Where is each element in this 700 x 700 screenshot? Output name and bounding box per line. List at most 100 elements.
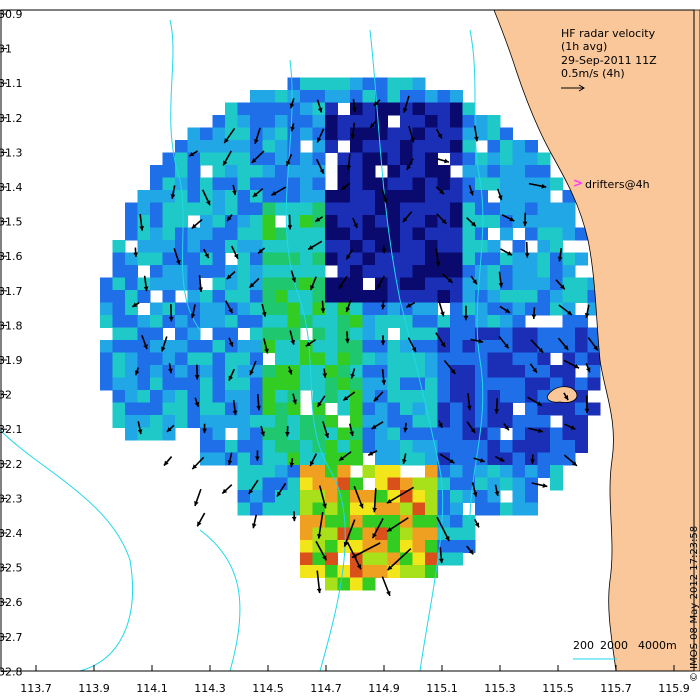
velocity-arrow: [584, 395, 590, 414]
velocity-cell: [100, 302, 113, 316]
velocity-arrow: [221, 484, 233, 495]
velocity-cell: [462, 127, 476, 141]
velocity-arrow: [290, 270, 297, 283]
velocity-cell: [375, 90, 388, 103]
velocity-cell: [412, 215, 426, 228]
velocity-cell: [212, 340, 226, 353]
velocity-cell: [512, 215, 526, 228]
velocity-cell: [175, 140, 188, 153]
velocity-cell: [512, 240, 526, 253]
velocity-arrow: [408, 125, 415, 143]
velocity-cell: [162, 340, 176, 353]
velocity-cell: [462, 215, 476, 228]
velocity-cell: [537, 290, 551, 303]
velocity-cell: [537, 190, 551, 203]
velocity-cell: [300, 227, 313, 241]
velocity-cell: [562, 427, 576, 441]
velocity-cell: [362, 577, 376, 591]
velocity-cell: [387, 90, 401, 103]
velocity-cell: [500, 140, 513, 153]
velocity-cell: [150, 165, 163, 178]
velocity-cell: [275, 227, 288, 241]
velocity-cell: [462, 115, 476, 128]
velocity-cell: [362, 365, 376, 378]
velocity-cell: [512, 490, 526, 503]
velocity-cell: [175, 265, 188, 278]
velocity-cell: [387, 377, 401, 391]
velocity-cell: [250, 215, 263, 228]
velocity-cell: [287, 115, 301, 128]
velocity-cell: [500, 465, 513, 478]
velocity-cell: [162, 165, 176, 178]
velocity-arrow: [380, 300, 386, 310]
velocity-cell: [375, 440, 388, 453]
velocity-cell: [325, 390, 338, 403]
velocity-arrow: [438, 420, 443, 429]
velocity-cell: [525, 290, 538, 303]
velocity-cell: [400, 527, 413, 541]
velocity-cell: [125, 252, 138, 266]
velocity-cell: [362, 340, 376, 353]
velocity-cell: [450, 390, 463, 403]
velocity-cell: [412, 77, 426, 91]
velocity-cell: [387, 215, 401, 228]
velocity-cell: [250, 377, 263, 391]
velocity-cell: [437, 202, 451, 216]
velocity-cell: [500, 277, 513, 291]
y-tick-label: -31.8: [0, 319, 22, 332]
velocity-arrow: [191, 218, 203, 230]
velocity-cell: [475, 465, 488, 478]
velocity-cell: [337, 465, 351, 478]
velocity-cell: [550, 290, 563, 303]
velocity-cell: [462, 452, 476, 466]
velocity-cell: [287, 440, 301, 453]
velocity-arrow: [290, 123, 295, 132]
velocity-cell: [300, 240, 313, 253]
velocity-cell: [237, 290, 251, 303]
velocity-arrow: [163, 456, 173, 467]
velocity-cell: [162, 365, 176, 378]
velocity-arrow: [466, 421, 476, 434]
velocity-cell: [325, 240, 338, 253]
velocity-cell: [312, 90, 326, 103]
velocity-cell: [337, 77, 351, 91]
velocity-cell: [150, 327, 163, 341]
velocity-arrow: [563, 454, 578, 467]
velocity-cell: [337, 477, 351, 491]
velocity-cell: [437, 277, 451, 291]
velocity-cell: [112, 340, 126, 353]
velocity-cell: [437, 452, 451, 466]
velocity-cell: [537, 165, 551, 178]
velocity-cell: [275, 265, 288, 278]
velocity-arrow: [474, 518, 480, 528]
velocity-arrow: [443, 360, 457, 375]
velocity-cell: [112, 352, 126, 366]
velocity-cell: [212, 177, 226, 191]
velocity-cell: [375, 177, 388, 191]
velocity-cell: [237, 340, 251, 353]
velocity-cell: [337, 352, 351, 366]
velocity-cell: [387, 340, 401, 353]
velocity-cell: [375, 502, 388, 516]
velocity-cell: [362, 502, 376, 516]
velocity-cell: [337, 127, 351, 141]
velocity-cell: [375, 77, 388, 91]
y-tick-label: -31.4: [0, 181, 22, 194]
velocity-cell: [362, 315, 376, 328]
velocity-cell: [162, 240, 176, 253]
velocity-cell: [512, 377, 526, 391]
velocity-cell: [562, 352, 576, 366]
velocity-cell: [387, 302, 401, 316]
depth-contour: [0, 429, 134, 672]
velocity-cell: [275, 427, 288, 441]
velocity-cell: [137, 352, 151, 366]
velocity-cell: [387, 390, 401, 403]
velocity-cell: [362, 240, 376, 253]
velocity-cell: [337, 152, 351, 166]
velocity-cell: [437, 490, 451, 503]
velocity-cell: [425, 227, 438, 241]
velocity-cell: [187, 240, 201, 253]
velocity-cell: [475, 327, 488, 341]
velocity-arrow: [468, 184, 474, 196]
velocity-arrow: [557, 248, 563, 262]
